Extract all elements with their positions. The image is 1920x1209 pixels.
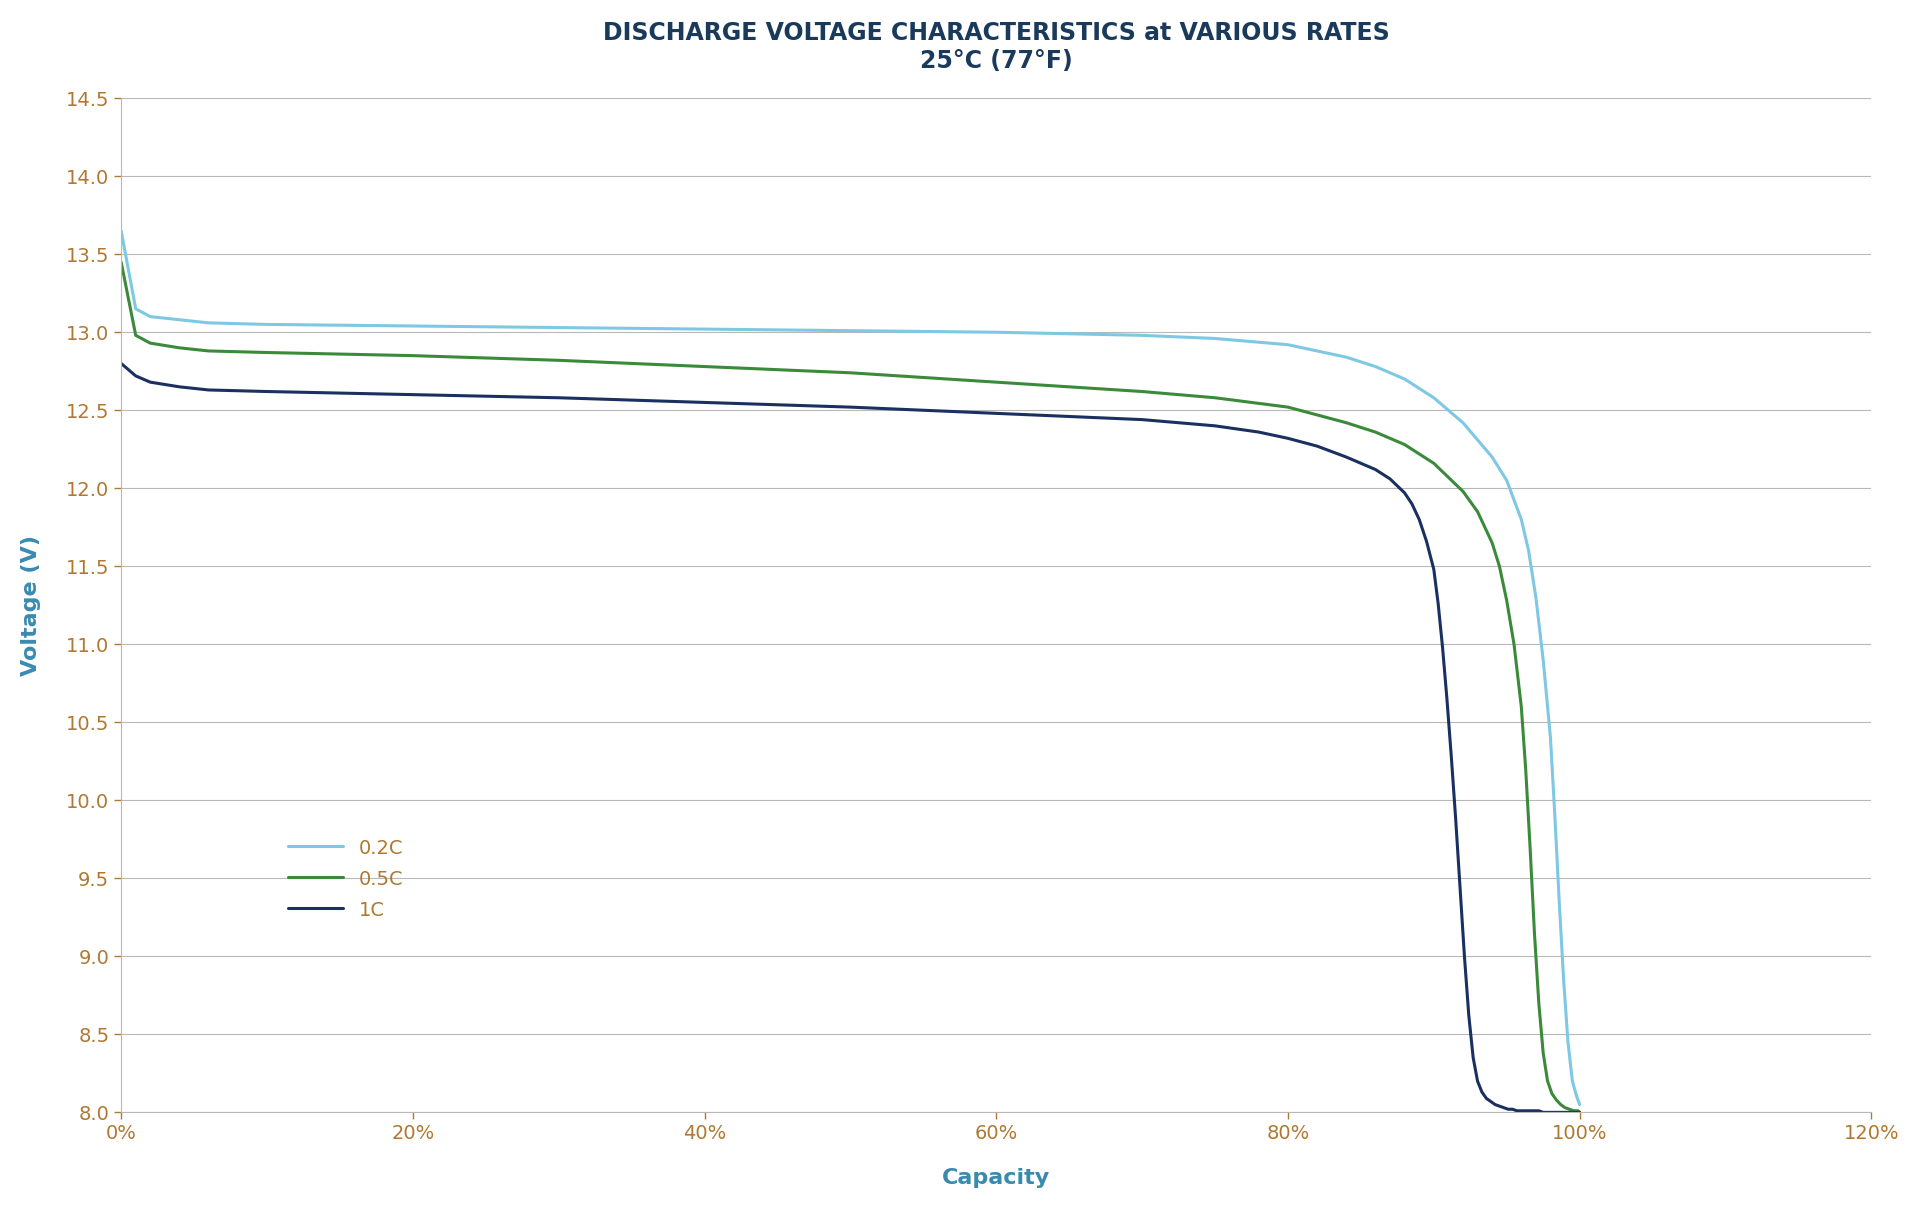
0.5C <box>1526 996 1549 1011</box>
0.5C <box>1509 700 1532 715</box>
1C <box>109 357 132 371</box>
0.2C <box>1517 543 1540 557</box>
0.2C <box>839 324 862 339</box>
0.2C <box>1334 349 1357 364</box>
0.5C <box>1546 1093 1569 1107</box>
1C <box>1532 1105 1555 1120</box>
0.5C <box>1532 1046 1555 1060</box>
0.5C <box>1540 1087 1563 1101</box>
0.5C <box>1488 559 1511 573</box>
1C <box>1488 1099 1511 1113</box>
0.2C <box>1551 972 1574 987</box>
0.5C <box>839 365 862 380</box>
0.5C <box>1567 1104 1590 1118</box>
0.5C <box>547 353 570 368</box>
0.5C <box>1423 456 1446 470</box>
0.5C <box>1480 536 1503 550</box>
Y-axis label: Voltage (V): Voltage (V) <box>21 534 40 676</box>
0.2C <box>1548 895 1571 909</box>
0.2C <box>1394 372 1417 387</box>
0.5C <box>1277 400 1300 415</box>
0.2C <box>1569 1098 1592 1112</box>
0.2C <box>1131 328 1154 342</box>
0.2C <box>138 310 161 324</box>
0.5C <box>138 336 161 351</box>
0.5C <box>1557 1101 1580 1116</box>
0.5C <box>1306 407 1329 422</box>
X-axis label: Capacity: Capacity <box>943 1168 1050 1188</box>
Line: 0.5C: 0.5C <box>121 262 1580 1112</box>
0.2C <box>1423 391 1446 405</box>
0.5C <box>1452 484 1475 498</box>
1C <box>1563 1105 1586 1120</box>
0.2C <box>1452 416 1475 430</box>
0.5C <box>1467 504 1490 519</box>
0.2C <box>255 317 278 331</box>
0.2C <box>1277 337 1300 352</box>
0.5C <box>1519 840 1542 855</box>
0.2C <box>1565 1089 1588 1104</box>
0.5C <box>1515 762 1538 776</box>
0.2C <box>1524 590 1548 604</box>
Legend: 0.2C, 0.5C, 1C: 0.2C, 0.5C, 1C <box>288 839 403 920</box>
Line: 1C: 1C <box>121 364 1580 1112</box>
0.5C <box>1503 637 1526 652</box>
0.5C <box>167 341 190 355</box>
Title: DISCHARGE VOLTAGE CHARACTERISTICS at VARIOUS RATES
25°C (77°F): DISCHARGE VOLTAGE CHARACTERISTICS at VAR… <box>603 21 1390 73</box>
0.5C <box>1394 438 1417 452</box>
1C <box>1248 424 1271 439</box>
0.5C <box>1204 391 1227 405</box>
0.2C <box>693 322 716 336</box>
0.2C <box>1544 809 1567 823</box>
0.5C <box>1496 594 1519 608</box>
0.2C <box>547 320 570 335</box>
0.2C <box>1561 1074 1584 1088</box>
0.2C <box>1306 343 1329 358</box>
0.2C <box>1204 331 1227 346</box>
0.5C <box>1549 1098 1572 1112</box>
0.5C <box>1363 424 1386 439</box>
Line: 0.2C: 0.2C <box>121 231 1580 1105</box>
0.5C <box>125 328 148 342</box>
0.5C <box>1563 1104 1586 1118</box>
0.5C <box>198 343 221 358</box>
0.2C <box>125 301 148 316</box>
0.2C <box>1496 473 1519 487</box>
0.2C <box>1480 450 1503 464</box>
0.2C <box>1532 653 1555 667</box>
0.2C <box>1363 359 1386 374</box>
1C <box>1277 432 1300 446</box>
0.5C <box>109 255 132 270</box>
0.2C <box>401 319 424 334</box>
1C <box>1569 1105 1592 1120</box>
0.5C <box>1553 1100 1576 1115</box>
1C <box>1505 1104 1528 1118</box>
0.5C <box>1523 926 1546 941</box>
0.2C <box>1540 730 1563 745</box>
0.2C <box>1509 513 1532 527</box>
0.5C <box>1569 1105 1592 1120</box>
0.5C <box>255 346 278 360</box>
0.2C <box>109 224 132 238</box>
0.5C <box>401 348 424 363</box>
0.2C <box>198 316 221 330</box>
0.2C <box>985 325 1008 340</box>
0.2C <box>1557 1035 1580 1049</box>
0.5C <box>985 375 1008 389</box>
0.5C <box>1536 1074 1559 1088</box>
0.5C <box>693 359 716 374</box>
1C <box>1536 1105 1559 1120</box>
0.5C <box>1334 416 1357 430</box>
0.5C <box>1131 384 1154 399</box>
0.2C <box>167 312 190 326</box>
